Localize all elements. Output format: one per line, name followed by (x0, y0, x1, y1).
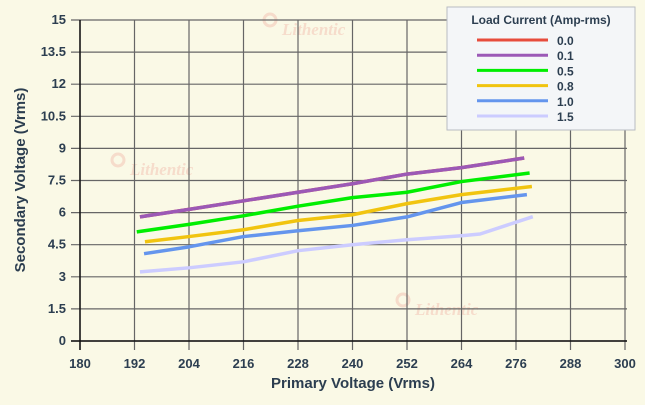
y-tick-label: 10.5 (41, 108, 66, 123)
legend-label: 1.0 (557, 95, 574, 109)
y-tick-label: 6 (59, 205, 66, 220)
watermark-text: Lithentic (129, 160, 194, 179)
watermark-logo-icon (395, 292, 411, 308)
x-tick-label: 216 (233, 356, 255, 371)
series-layer (136, 156, 534, 274)
legend-label: 1.5 (557, 110, 574, 124)
legend-label: 0.8 (557, 80, 574, 94)
y-tick-label: 7.5 (48, 173, 66, 188)
x-tick-label: 276 (505, 356, 527, 371)
y-tick-label: 12 (52, 76, 66, 91)
x-tick-label: 204 (178, 356, 200, 371)
legend-label: 0.1 (557, 49, 574, 63)
y-tick-label: 9 (59, 140, 66, 155)
series-line-0.8 (144, 184, 533, 244)
x-tick-label: 300 (614, 356, 636, 371)
y-tick-label: 4.5 (48, 237, 66, 252)
x-tick-label: 264 (451, 356, 473, 371)
y-tick-label: 0 (59, 333, 66, 348)
x-tick-label: 192 (124, 356, 146, 371)
x-tick-label: 180 (69, 356, 91, 371)
axes: 0 1.5 3 4.5 6 7.5 9 10.5 12 13.5 15 180 192 204 216 228… (41, 12, 636, 371)
x-tick-label: 228 (287, 356, 309, 371)
y-tick-label: 3 (59, 269, 66, 284)
legend-label: 0.5 (557, 64, 574, 78)
legend-box (446, 6, 636, 131)
series-line-1.5 (139, 215, 534, 274)
x-tick-label: 240 (342, 356, 364, 371)
watermark-text: Lithentic (281, 20, 346, 39)
legend: Load Current (Amp-rms) 0.00.10.5 0.81.01.… (446, 6, 636, 131)
x-axis-title: Primary Voltage (Vrms) (271, 375, 435, 392)
x-tick-label: 252 (396, 356, 418, 371)
legend-title: Load Current (Amp-rms) (471, 13, 610, 27)
x-tick-label: 288 (560, 356, 582, 371)
series-line-1.0 (143, 192, 528, 256)
series-line-0.5 (136, 171, 530, 234)
y-axis-title: Secondary Voltage (Vrms) (12, 88, 29, 273)
y-tick-label: 1.5 (48, 301, 66, 316)
watermark-logo-icon (110, 152, 126, 168)
legend-label: 0.0 (557, 34, 574, 48)
y-tick-label: 15 (52, 12, 66, 27)
series-line-0.1 (139, 156, 525, 219)
y-tick-label: 13.5 (41, 44, 66, 59)
